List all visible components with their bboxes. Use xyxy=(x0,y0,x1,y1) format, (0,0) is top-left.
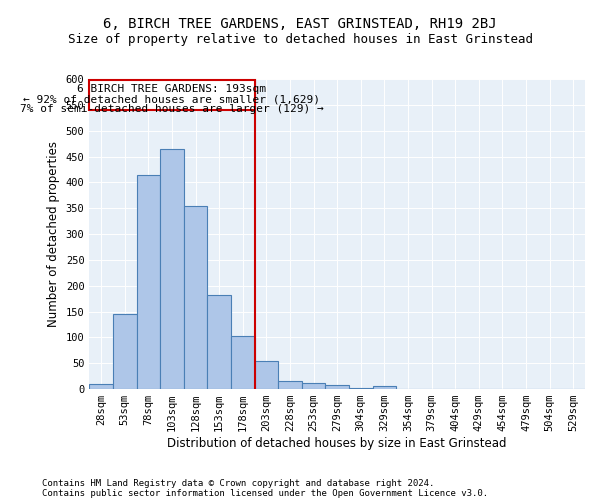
FancyBboxPatch shape xyxy=(89,80,254,110)
Bar xyxy=(184,206,208,389)
Bar xyxy=(278,382,302,389)
Bar xyxy=(349,388,373,389)
Text: Size of property relative to detached houses in East Grinstead: Size of property relative to detached ho… xyxy=(67,32,533,46)
Y-axis label: Number of detached properties: Number of detached properties xyxy=(47,141,60,327)
Text: Contains public sector information licensed under the Open Government Licence v3: Contains public sector information licen… xyxy=(42,488,488,498)
Bar xyxy=(89,384,113,389)
Bar xyxy=(231,336,254,389)
Bar xyxy=(302,383,325,389)
Text: ← 92% of detached houses are smaller (1,629): ← 92% of detached houses are smaller (1,… xyxy=(23,94,320,104)
Text: 6 BIRCH TREE GARDENS: 193sqm: 6 BIRCH TREE GARDENS: 193sqm xyxy=(77,84,266,94)
Bar xyxy=(254,360,278,389)
Bar xyxy=(208,294,231,389)
Bar xyxy=(325,386,349,389)
Bar xyxy=(373,386,396,389)
Bar xyxy=(137,174,160,389)
Text: 7% of semi-detached houses are larger (129) →: 7% of semi-detached houses are larger (1… xyxy=(20,104,324,114)
Text: 6, BIRCH TREE GARDENS, EAST GRINSTEAD, RH19 2BJ: 6, BIRCH TREE GARDENS, EAST GRINSTEAD, R… xyxy=(103,18,497,32)
Text: Contains HM Land Registry data © Crown copyright and database right 2024.: Contains HM Land Registry data © Crown c… xyxy=(42,478,434,488)
Bar xyxy=(113,314,137,389)
X-axis label: Distribution of detached houses by size in East Grinstead: Distribution of detached houses by size … xyxy=(167,437,507,450)
Bar xyxy=(160,149,184,389)
